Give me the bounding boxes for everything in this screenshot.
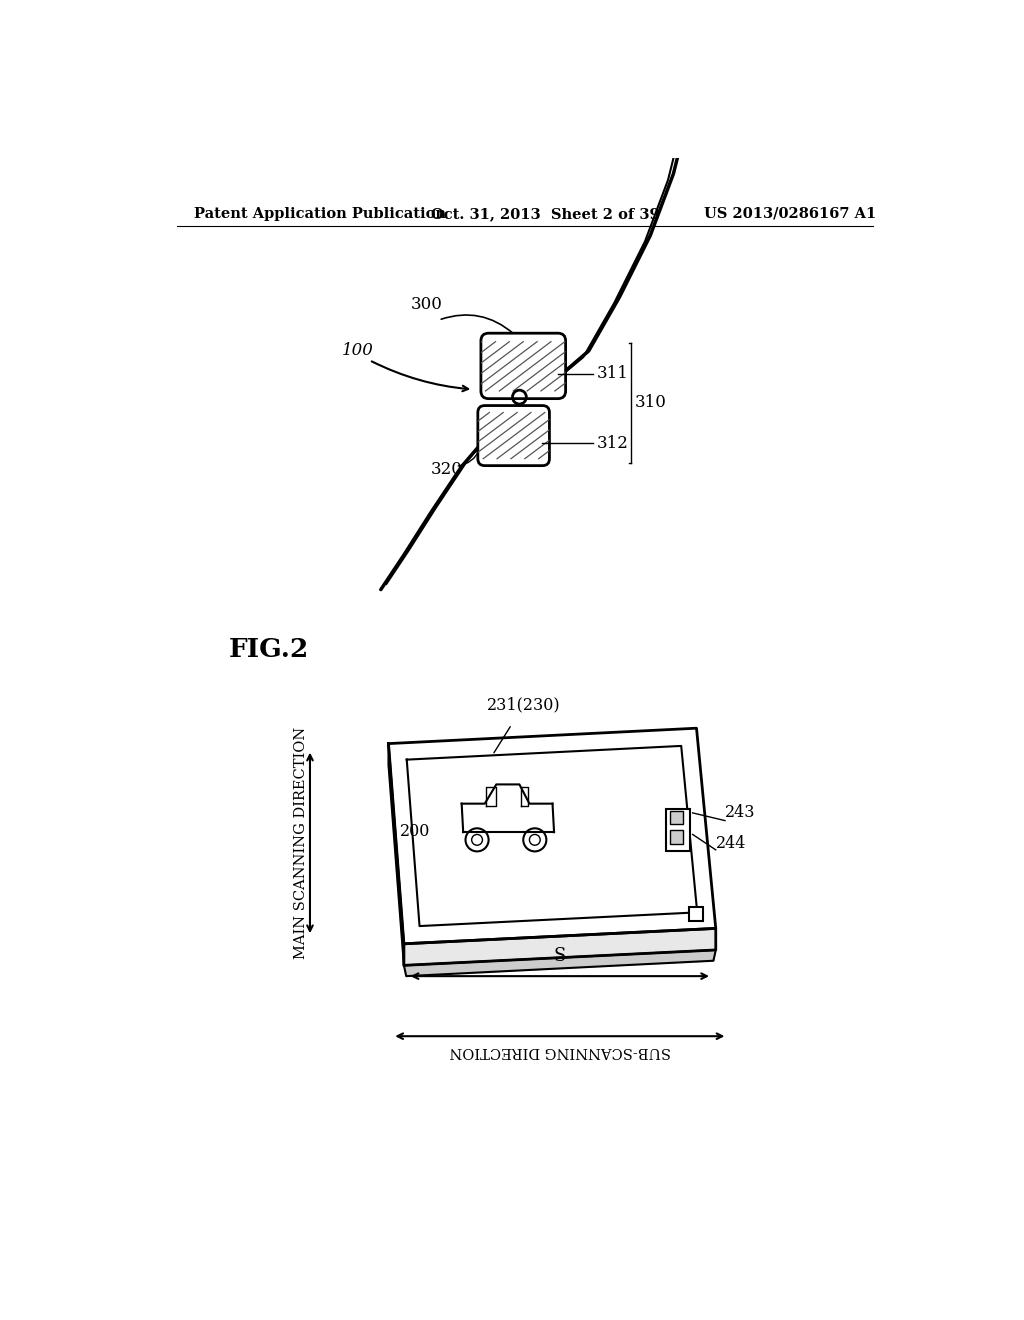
Text: 312: 312: [596, 434, 629, 451]
Text: 200: 200: [400, 822, 431, 840]
Bar: [670, 830, 683, 843]
Text: S: S: [554, 948, 566, 965]
Text: Patent Application Publication: Patent Application Publication: [195, 207, 446, 220]
FancyBboxPatch shape: [478, 405, 550, 466]
FancyBboxPatch shape: [481, 333, 565, 399]
Polygon shape: [403, 950, 716, 977]
Polygon shape: [403, 928, 716, 965]
Text: 320: 320: [430, 461, 462, 478]
Text: MAIN SCANNING DIRECTION: MAIN SCANNING DIRECTION: [294, 727, 308, 960]
Text: US 2013/0286167 A1: US 2013/0286167 A1: [705, 207, 877, 220]
Text: SUB-SCANNING DIRECTION: SUB-SCANNING DIRECTION: [449, 1044, 671, 1057]
Bar: [670, 810, 683, 825]
Text: 100: 100: [342, 342, 374, 359]
FancyBboxPatch shape: [666, 809, 690, 851]
Bar: [689, 907, 702, 921]
Polygon shape: [388, 743, 403, 965]
Text: 243: 243: [725, 804, 756, 821]
Text: 300: 300: [411, 296, 443, 313]
Polygon shape: [388, 729, 716, 944]
Text: 311: 311: [596, 366, 629, 383]
Text: 310: 310: [635, 393, 667, 411]
Text: FIG.2: FIG.2: [229, 638, 309, 663]
Text: 244: 244: [716, 834, 746, 851]
Text: Oct. 31, 2013  Sheet 2 of 39: Oct. 31, 2013 Sheet 2 of 39: [431, 207, 659, 220]
Text: 231(230): 231(230): [486, 696, 560, 713]
